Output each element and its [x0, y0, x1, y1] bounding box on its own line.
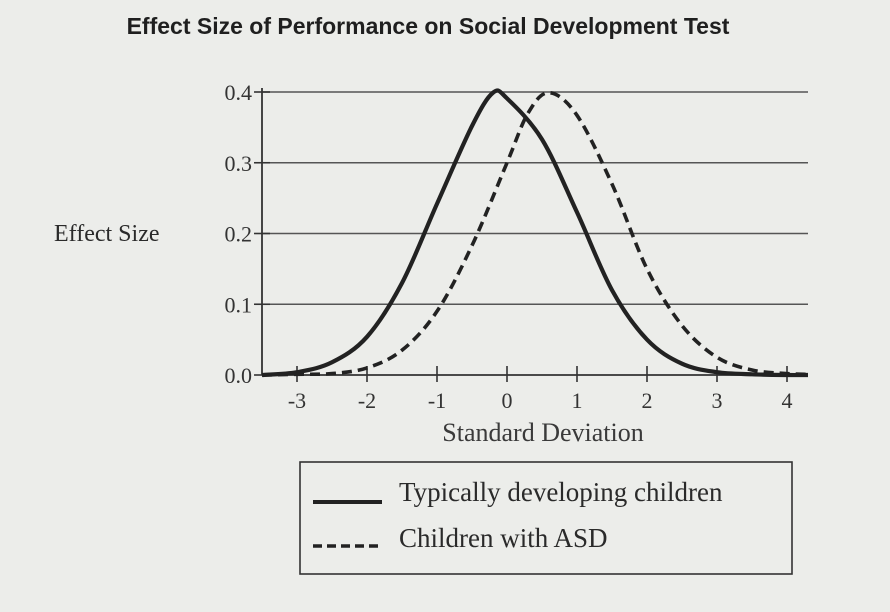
x-tick-label-3: 0 [502, 388, 513, 413]
x-tick-label-2: -1 [428, 388, 446, 413]
y-axis-label: Effect Size [54, 221, 160, 247]
legend: Typically developing children Children w… [299, 461, 793, 575]
y-tick-label-2: 0.2 [225, 222, 253, 247]
y-tick-label-3: 0.3 [225, 151, 253, 176]
legend-label-children-with-asd: Children with ASD [399, 523, 608, 553]
series-line-children-with-asd [261, 90, 809, 377]
x-tick-label-7: 4 [782, 388, 793, 413]
series-line-typically-developing [261, 88, 809, 378]
x-tick-label-1: -2 [358, 388, 376, 413]
x-tick-label-4: 1 [572, 388, 583, 413]
chart-title: Effect Size of Performance on Social Dev… [127, 13, 730, 39]
gridlines [262, 91, 808, 305]
y-tick-label-1: 0.1 [225, 292, 253, 317]
x-axis-label: Standard Deviation [442, 418, 643, 447]
legend-label-typically-developing: Typically developing children [399, 477, 723, 507]
y-tick-label-4: 0.4 [225, 80, 253, 105]
plot-series [261, 88, 809, 378]
legend-box [299, 461, 793, 575]
x-tick-label-5: 2 [642, 388, 653, 413]
y-ticks: 0.0 0.1 0.2 0.3 0.4 [225, 80, 270, 388]
x-ticks: -3 -2 -1 0 1 2 3 4 [288, 366, 793, 413]
y-tick-label-0: 0.0 [225, 363, 253, 388]
x-tick-label-0: -3 [288, 388, 306, 413]
x-tick-label-6: 3 [712, 388, 723, 413]
